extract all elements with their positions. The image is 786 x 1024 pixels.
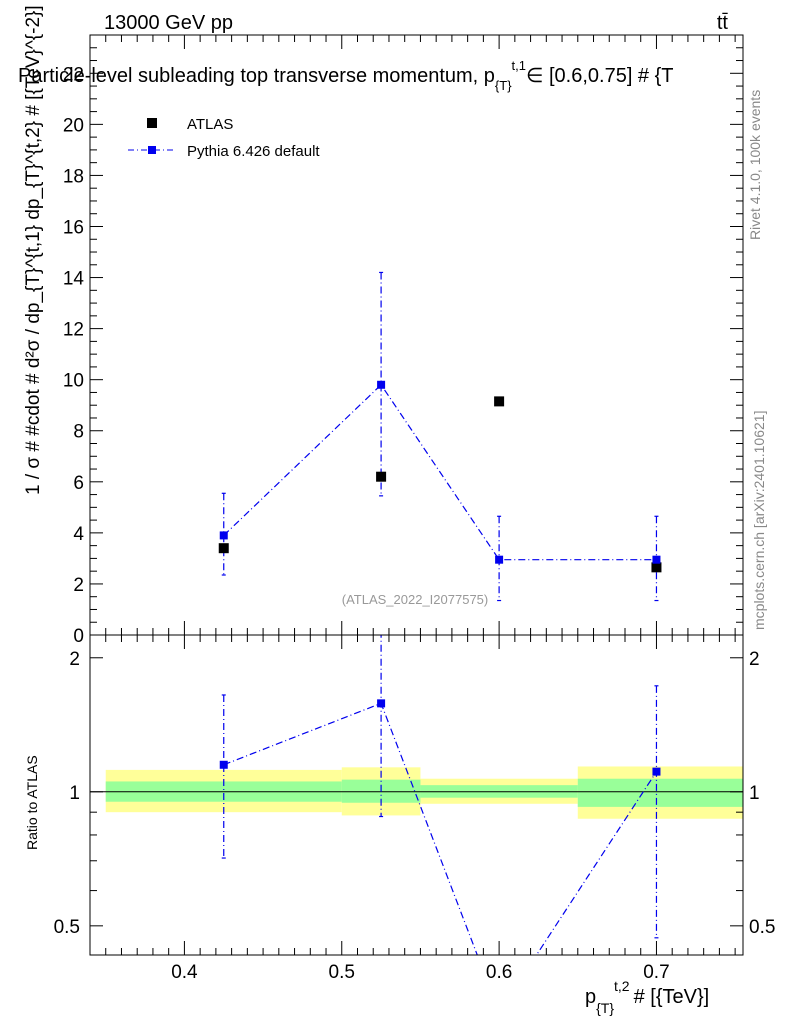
y-tick-label: 14: [63, 269, 85, 290]
ratio-pythia-point: [219, 760, 228, 769]
y-tick-label: 0: [73, 626, 84, 647]
ratio-y-tick-label: 1: [69, 783, 80, 804]
ratio-y-tick-label-right: 0.5: [749, 917, 775, 938]
ratio-frame: [89, 634, 744, 956]
main-y-ticks: 0 2 4 6 8 10 12 14 16 18 20 22: [63, 34, 743, 647]
ratio-series: [219, 635, 661, 1016]
legend: ATLAS Pythia 6.426 default: [128, 116, 320, 160]
y-tick-label: 16: [63, 217, 84, 238]
pythia-point: [652, 555, 661, 564]
x-tick-label: 0.7: [643, 962, 669, 983]
title-rest: ∈ [0.6,0.75] # {T: [526, 65, 674, 87]
ratio-band-inner: [577, 778, 743, 807]
y-tick-label: 4: [73, 524, 84, 545]
ratio-y-axis-label: Ratio to ATLAS: [24, 755, 40, 850]
y-tick-label: 2: [73, 575, 84, 596]
title-main: Particle-level subleading top transverse…: [18, 65, 495, 87]
x-tick-label: 0.5: [329, 962, 355, 983]
ratio-pythia-point: [495, 1008, 503, 1016]
pythia-point: [377, 380, 386, 389]
legend-atlas-marker: [147, 118, 157, 128]
atlas-point: [651, 562, 662, 573]
ratio-uncertainty-bands: [105, 766, 743, 819]
atlas-point: [376, 471, 387, 482]
ratio-y-tick-label: 0.5: [54, 917, 80, 938]
legend-pythia-marker: [148, 146, 156, 154]
main-plot-panel: 0 2 4 6 8 10 12 14 16 18 20 22: [63, 34, 744, 647]
y-tick-label: 18: [63, 166, 84, 187]
process-label: tt̄: [717, 12, 729, 34]
ratio-pythia-point: [377, 699, 386, 708]
ratio-ticks: 0.5 0.5 1 1 2 2 0.4 0.5 0.6 0.7: [54, 635, 775, 983]
main-y-axis-label: 1 / σ # #cdot # d²σ / dp_{T}^{t,1} dp_{T…: [23, 5, 44, 495]
atlas-point: [494, 396, 505, 407]
ratio-pythia-point: [652, 767, 661, 776]
rivet-label: Rivet 4.1.0, 100k events: [747, 90, 763, 240]
ratio-series-group: [219, 635, 661, 1016]
plot-title: Particle-level subleading top transverse…: [18, 58, 674, 93]
legend-atlas-label: ATLAS: [187, 116, 233, 133]
title-sup: t,1: [512, 58, 526, 73]
mcplots-label: mcplots.cern.ch [arXiv:2401.10621]: [751, 411, 767, 630]
ratio-y-tick-label: 2: [69, 649, 80, 670]
main-series: [218, 271, 662, 602]
atlas-point: [218, 543, 229, 554]
y-tick-label: 12: [63, 320, 84, 341]
svg-text:Particle-level subleading top: Particle-level subleading top transverse…: [18, 58, 674, 93]
title-sub: {T}: [495, 78, 512, 93]
pythia-line: [223, 383, 657, 561]
y-tick-label: 8: [73, 422, 84, 443]
y-tick-label: 22: [63, 64, 84, 85]
pythia-point: [495, 555, 504, 564]
energy-label: 13000 GeV pp: [104, 12, 233, 34]
x-tick-label: 0.4: [171, 962, 198, 983]
ratio-y-tick-label-right: 1: [749, 783, 760, 804]
y-tick-label: 6: [73, 473, 84, 494]
x-axis-label: p{T}t,2 # [{TeV}]: [585, 978, 709, 1016]
x-tick-label: 0.6: [486, 962, 512, 983]
ratio-pythia-line: [223, 702, 657, 955]
y-tick-label: 10: [63, 371, 84, 392]
analysis-watermark: (ATLAS_2022_I2077575): [342, 592, 488, 607]
pythia-point: [219, 531, 228, 540]
legend-pythia-label: Pythia 6.426 default: [187, 143, 320, 160]
ratio-plot-panel: 0.5 0.5 1 1 2 2 0.4 0.5 0.6 0.7: [54, 634, 775, 1016]
y-tick-label: 20: [63, 115, 84, 136]
ratio-y-tick-label-right: 2: [749, 649, 760, 670]
